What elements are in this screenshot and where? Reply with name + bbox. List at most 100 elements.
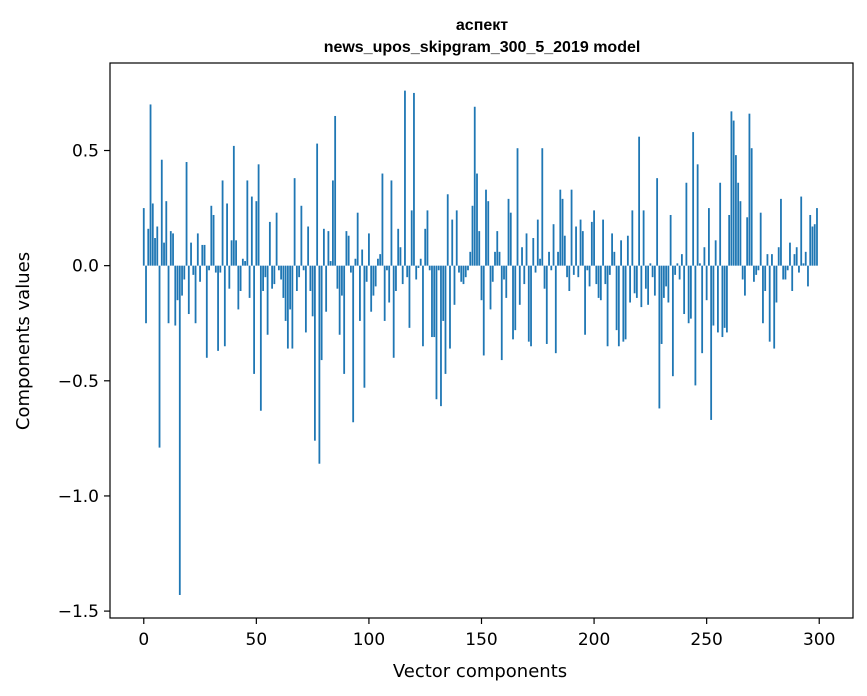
bar-96 (359, 265, 361, 321)
bar-234 (669, 214, 672, 266)
bar-267 (744, 265, 746, 296)
bar-186 (561, 198, 564, 266)
bar-285 (784, 265, 787, 280)
bar-229 (658, 265, 661, 409)
bar-121 (415, 265, 418, 280)
bar-89 (343, 265, 346, 374)
bar-56 (268, 221, 271, 266)
bar-127 (428, 265, 431, 271)
bar-184 (557, 251, 559, 266)
bar-277 (766, 254, 769, 266)
chart-subtitle: news_upos_skipgram_300_5_2019 model (324, 39, 641, 56)
bar-251 (708, 208, 710, 266)
bar-223 (644, 265, 647, 289)
bar-169 (523, 265, 526, 285)
bar-33 (217, 265, 219, 351)
bar-254 (714, 240, 717, 266)
bar-162 (507, 198, 510, 266)
bar-188 (566, 265, 568, 278)
bar-148 (476, 173, 478, 266)
bar-1 (145, 265, 147, 324)
bar-219 (635, 265, 638, 298)
bar-42 (237, 265, 240, 310)
bar-191 (572, 265, 575, 275)
bar-47 (248, 265, 251, 298)
bar-5 (154, 238, 156, 266)
bar-31 (212, 214, 215, 266)
bar-44 (241, 258, 244, 266)
bar-133 (442, 265, 445, 321)
bar-281 (775, 265, 778, 303)
bar-80 (322, 228, 325, 266)
bar-275 (762, 265, 764, 324)
bar-102 (372, 265, 375, 296)
bar-125 (424, 228, 427, 266)
bar-194 (579, 219, 582, 266)
bar-163 (509, 212, 512, 266)
bar-225 (649, 263, 652, 266)
bar-90 (345, 231, 348, 266)
bar-283 (780, 198, 782, 266)
bar-243 (689, 265, 692, 319)
bar-97 (361, 249, 364, 266)
y-tick-label: −1.0 (58, 487, 99, 507)
bar-53 (262, 265, 264, 291)
bar-11 (167, 265, 170, 324)
bar-198 (588, 265, 591, 287)
bar-160 (503, 265, 505, 280)
bar-250 (705, 265, 708, 301)
bar-107 (383, 265, 386, 321)
bar-279 (771, 254, 773, 266)
bar-297 (811, 226, 814, 266)
bar-180 (548, 251, 550, 266)
bar-173 (532, 238, 535, 266)
bar-264 (737, 182, 740, 266)
bar-23 (194, 265, 197, 324)
bar-119 (410, 210, 413, 266)
bar-206 (606, 265, 609, 347)
bar-266 (741, 265, 744, 280)
bar-99 (365, 265, 368, 282)
bar-13 (172, 233, 174, 266)
bar-221 (640, 265, 643, 308)
bar-109 (388, 265, 391, 303)
bar-141 (460, 265, 463, 282)
bar-147 (473, 106, 476, 266)
bar-150 (480, 265, 483, 301)
bar-60 (277, 265, 280, 271)
bar-2 (147, 228, 150, 266)
bar-65 (289, 265, 292, 310)
bar-67 (293, 178, 296, 266)
bar-245 (694, 265, 697, 386)
bar-88 (341, 265, 343, 296)
bar-200 (593, 210, 595, 266)
bar-3 (149, 104, 152, 266)
bar-14 (174, 265, 177, 326)
bar-233 (667, 265, 670, 303)
x-tick-label: 150 (465, 630, 497, 650)
bar-58 (273, 265, 276, 285)
bar-289 (793, 254, 796, 266)
bar-274 (759, 212, 762, 266)
x-tick-label: 200 (578, 630, 610, 650)
bar-288 (791, 265, 794, 291)
bar-272 (755, 265, 758, 275)
bar-129 (433, 265, 436, 338)
bar-158 (498, 251, 501, 266)
x-tick-label: 250 (690, 630, 722, 650)
bar-81 (325, 265, 328, 312)
bar-111 (392, 265, 395, 358)
bar-259 (726, 265, 728, 333)
bar-168 (521, 247, 523, 266)
x-tick-label: 0 (138, 630, 149, 650)
bar-290 (795, 247, 798, 266)
bar-62 (282, 265, 285, 298)
bar-282 (777, 247, 780, 266)
bar-210 (615, 265, 618, 331)
bar-41 (235, 240, 237, 266)
bar-24 (196, 233, 199, 266)
bar-27 (203, 244, 206, 266)
bar-4 (151, 203, 154, 266)
bar-170 (525, 233, 528, 266)
bar-192 (575, 226, 577, 266)
